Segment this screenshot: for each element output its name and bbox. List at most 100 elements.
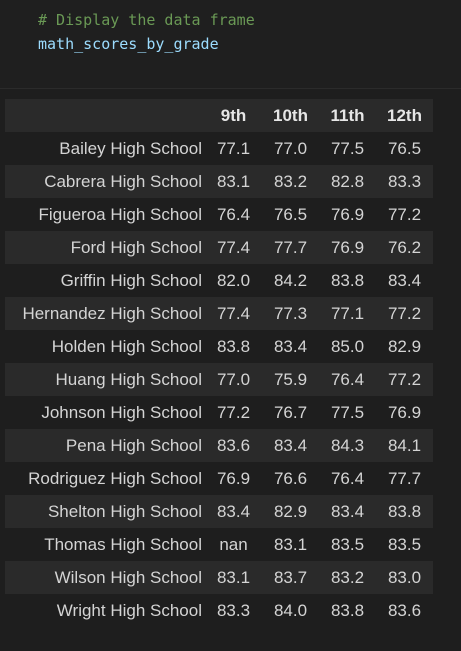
row-index-label: Bailey High School	[59, 138, 202, 158]
table-cell: 77.5	[330, 402, 365, 422]
table-cell: 77.1	[330, 303, 365, 323]
table-cell: 77.2	[387, 204, 422, 224]
table-row: Wilson High School 83.1 83.7 83.2 83.0	[5, 561, 433, 594]
table-cell: 83.4	[387, 270, 422, 290]
table-cell: 76.4	[330, 468, 365, 488]
table-cell: 76.6	[273, 468, 308, 488]
row-index-label: Cabrera High School	[44, 171, 202, 191]
table-row: Ford High School 77.4 77.7 76.9 76.2	[5, 231, 433, 264]
row-index-label: Wright High School	[56, 600, 202, 620]
table-cell: 83.3	[216, 600, 251, 620]
table-cell: 76.4	[330, 369, 365, 389]
row-index-label: Shelton High School	[47, 501, 202, 521]
table-cell: 76.9	[216, 468, 251, 488]
table-cell: 83.8	[387, 501, 422, 521]
table-cell: 83.8	[216, 336, 251, 356]
table-row: Thomas High School nan 83.1 83.5 83.5	[5, 528, 433, 561]
row-index-label: Wilson High School	[54, 567, 202, 587]
table-cell: 83.5	[387, 534, 422, 554]
table-row: Huang High School 77.0 75.9 76.4 77.2	[5, 363, 433, 396]
table-cell: 83.3	[387, 171, 422, 191]
table-cell: 77.0	[273, 138, 308, 158]
row-index-label: Huang High School	[55, 369, 202, 389]
table-row: Griffin High School 82.0 84.2 83.8 83.4	[5, 264, 433, 297]
row-index-label: Johnson High School	[41, 402, 202, 422]
dataframe-table: 9th 10th 11th 12th Bailey High School 77.…	[5, 99, 433, 627]
row-index-label: Thomas High School	[44, 534, 202, 554]
table-cell: 76.9	[330, 204, 365, 224]
table-cell: 82.8	[330, 171, 365, 191]
table-cell: 83.4	[273, 336, 308, 356]
table-cell: 83.2	[330, 567, 365, 587]
table-cell: 83.6	[216, 435, 251, 455]
table-row: Cabrera High School 83.1 83.2 82.8 83.3	[5, 165, 433, 198]
table-cell: 83.1	[216, 567, 251, 587]
table-cell: 76.2	[387, 237, 422, 257]
table-row: Pena High School 83.6 83.4 84.3 84.1	[5, 429, 433, 462]
table-header-row: 9th 10th 11th 12th	[5, 99, 433, 132]
column-header-9th: 9th	[220, 105, 247, 125]
table-cell: 84.1	[387, 435, 422, 455]
table-cell: 82.0	[216, 270, 251, 290]
code-comment: # Display the data frame	[38, 11, 255, 29]
table-cell: 83.7	[273, 567, 308, 587]
table-cell: 83.4	[216, 501, 251, 521]
table-cell: 84.0	[273, 600, 308, 620]
table-cell: 75.9	[273, 369, 308, 389]
table-row: Figueroa High School 76.4 76.5 76.9 77.2	[5, 198, 433, 231]
table-cell: 83.1	[216, 171, 251, 191]
cell-output: 9th 10th 11th 12th Bailey High School 77.…	[0, 89, 461, 651]
table-cell: 83.4	[273, 435, 308, 455]
table-cell: 77.3	[273, 303, 308, 323]
table-cell: 82.9	[387, 336, 422, 356]
table-cell: 77.2	[387, 303, 422, 323]
column-header-12th: 12th	[387, 105, 422, 125]
table-cell: 77.7	[273, 237, 308, 257]
table-cell: 77.4	[216, 237, 251, 257]
column-header-10th: 10th	[273, 105, 308, 125]
code-cell[interactable]: # Display the data frame math_scores_by_…	[0, 0, 461, 89]
table-cell: 84.2	[273, 270, 308, 290]
table-cell: 77.5	[330, 138, 365, 158]
index-header	[5, 99, 205, 132]
row-index-label: Pena High School	[65, 435, 202, 455]
table-row: Johnson High School 77.2 76.7 77.5 76.9	[5, 396, 433, 429]
table-cell: 83.0	[387, 567, 422, 587]
table-cell: 85.0	[330, 336, 365, 356]
table-cell: 77.7	[387, 468, 422, 488]
table-row: Shelton High School 83.4 82.9 83.4 83.8	[5, 495, 433, 528]
table-cell: 83.8	[330, 270, 365, 290]
table-cell: 83.4	[330, 501, 365, 521]
table-cell: 76.7	[273, 402, 308, 422]
table-cell: 77.1	[216, 138, 251, 158]
table-cell: 82.9	[273, 501, 308, 521]
table-cell: 83.2	[273, 171, 308, 191]
row-index-label: Holden High School	[51, 336, 202, 356]
table-cell: 83.1	[273, 534, 308, 554]
row-index-label: Ford High School	[70, 237, 202, 257]
table-row: Bailey High School 77.1 77.0 77.5 76.5	[5, 132, 433, 165]
row-index-label: Figueroa High School	[38, 204, 202, 224]
row-index-label: Rodriguez High School	[28, 468, 202, 488]
table-cell: 77.2	[216, 402, 251, 422]
table-cell: 83.8	[330, 600, 365, 620]
table-cell: 76.9	[387, 402, 422, 422]
table-cell: 84.3	[330, 435, 365, 455]
table-cell: 76.9	[330, 237, 365, 257]
table-row: Hernandez High School 77.4 77.3 77.1 77.2	[5, 297, 433, 330]
table-body: Bailey High School 77.1 77.0 77.5 76.5 Cabrer…	[5, 132, 433, 627]
code-expression: math_scores_by_grade	[38, 35, 219, 53]
row-index-label: Griffin High School	[60, 270, 202, 290]
row-index-label: Hernandez High School	[22, 303, 202, 323]
table-cell: 83.6	[387, 600, 422, 620]
table-cell: 77.2	[387, 369, 422, 389]
table-cell: 76.4	[216, 204, 251, 224]
table-row: Holden High School 83.8 83.4 85.0 82.9	[5, 330, 433, 363]
table-cell: 83.5	[330, 534, 365, 554]
table-cell: 77.0	[216, 369, 251, 389]
table-cell: 77.4	[216, 303, 251, 323]
table-cell: nan	[219, 534, 248, 554]
column-header-11th: 11th	[330, 105, 365, 125]
table-row: Wright High School 83.3 84.0 83.8 83.6	[5, 594, 433, 627]
